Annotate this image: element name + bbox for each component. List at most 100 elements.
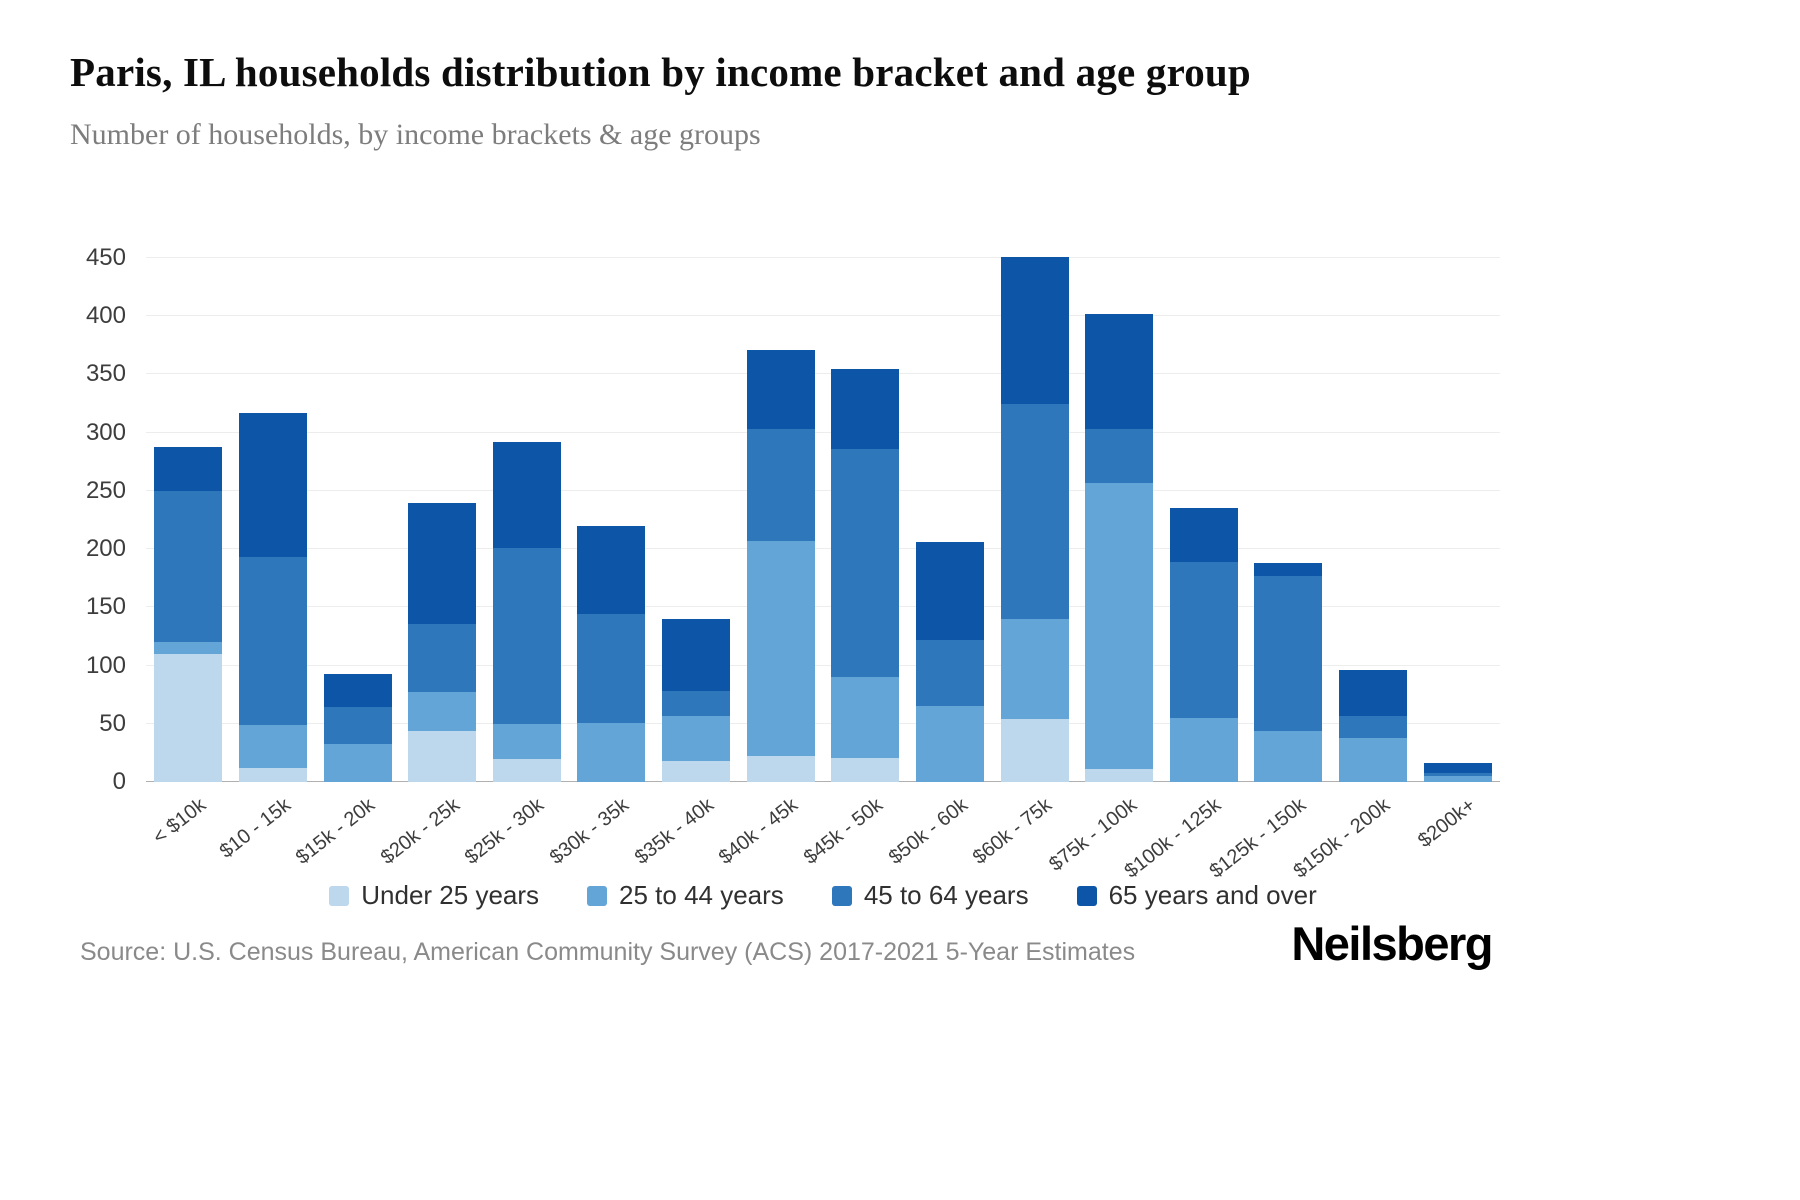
bar-segment [915,542,984,640]
bar-segment [154,642,223,654]
bar-segment [1423,776,1492,782]
bar-segment [1339,670,1408,716]
bar-segment [323,673,392,708]
y-tick-label: 350 [85,360,126,388]
bar-segment [1339,737,1408,782]
bar-12 [1085,313,1154,782]
bar-segment [831,368,900,449]
legend-swatch-icon [831,885,852,906]
bar-6 [577,525,646,782]
bar-segment [1423,763,1492,773]
bar-segment [408,623,477,693]
bar-segment [238,557,307,725]
x-tick-label: $20k - 25k [376,794,464,869]
legend-swatch-icon [329,885,350,906]
bar-segment [492,547,561,724]
y-tick-label: 200 [85,535,126,563]
bar-segment [154,490,223,643]
bar-13 [1169,508,1238,782]
gridline [146,315,1500,317]
x-tick-label: $30k - 35k [545,794,633,869]
bar-3 [323,673,392,782]
bar-segment [1000,256,1069,404]
legend-swatch-icon [587,885,608,906]
bar-segment [154,446,223,491]
plot-area: 0 50 100 150 200 250 300 350 400 450 < $10k $10 - 1… [86,245,1500,883]
gridline [146,489,1500,491]
bar-segment [1085,769,1154,782]
bar-segment [577,722,646,782]
bar-segment [408,730,477,782]
bar-16 [1423,763,1492,782]
y-tick-label: 50 [99,709,126,737]
bar-segment [831,757,900,782]
bar-8 [746,350,815,782]
bar-segment [1254,575,1323,731]
bar-segment [662,691,731,716]
y-tick-label: 450 [85,244,126,271]
bar-segment [238,412,307,558]
bar-segment [492,758,561,782]
gridline [146,606,1500,608]
legend-item: 65 years and over [1076,880,1317,911]
x-tick-label: $15k - 20k [291,794,380,869]
y-tick-label: 250 [85,476,126,504]
bar-segment [1169,717,1238,782]
bar-segment [915,639,984,707]
x-tick-label: $40k - 45k [715,794,803,869]
x-tick-label: < $10k [148,794,210,849]
bar-segment [577,614,646,723]
bar-segment [915,706,984,782]
bar-segment [577,525,646,615]
bar-segment [238,724,307,769]
y-tick-label: 300 [85,418,126,446]
bar-14 [1254,563,1323,782]
gridline [146,373,1500,375]
x-tick-label: $25k - 30k [461,794,549,869]
bar-segment [238,768,307,782]
x-tick-label: $10 - 15k [215,794,295,863]
source-text: Source: U.S. Census Bureau, American Com… [80,938,1136,966]
bar-segment [1000,618,1069,720]
bar-segment [1254,563,1323,576]
bar-4 [408,502,477,782]
x-tick-label: $35k - 40k [630,794,718,869]
legend-item: Under 25 years [329,880,539,911]
bar-segment [746,540,815,757]
bar-segment [662,715,731,762]
gridline [146,664,1500,666]
bar-5 [492,442,561,782]
legend-label: 65 years and over [1108,880,1317,910]
bar-segment [492,723,561,759]
bar-segment [662,761,731,782]
y-tick-label: 0 [112,768,126,795]
gridline [146,548,1500,550]
legend-item: 45 to 64 years [831,880,1029,911]
bar-segment [323,743,392,782]
bar-1 [154,446,223,782]
y-tick-label: 100 [85,651,126,679]
gridline [146,722,1500,724]
legend: Under 25 years 25 to 44 years 45 to 64 yea… [146,880,1500,911]
bar-segment [1169,561,1238,718]
bar-segment [746,350,815,430]
legend-item: 25 to 44 years [587,880,784,911]
bar-segment [1339,715,1408,738]
legend-swatch-icon [1076,885,1097,906]
bar-segment [1085,313,1154,430]
bar-2 [238,412,307,782]
bar-segment [1169,508,1238,562]
gridline [146,257,1500,258]
legend-label: Under 25 years [361,880,540,910]
bar-segment [746,756,815,782]
bar-segment [1423,772,1492,777]
bar-segment [746,429,815,541]
bar-segment [1254,730,1323,782]
x-tick-label: $60k - 75k [968,794,1057,869]
bar-segment [1085,429,1154,483]
brand-logo: Neilsberg [1291,917,1493,970]
bar-segment [831,677,900,758]
bar-segment [662,619,731,692]
bar-15 [1339,670,1408,782]
